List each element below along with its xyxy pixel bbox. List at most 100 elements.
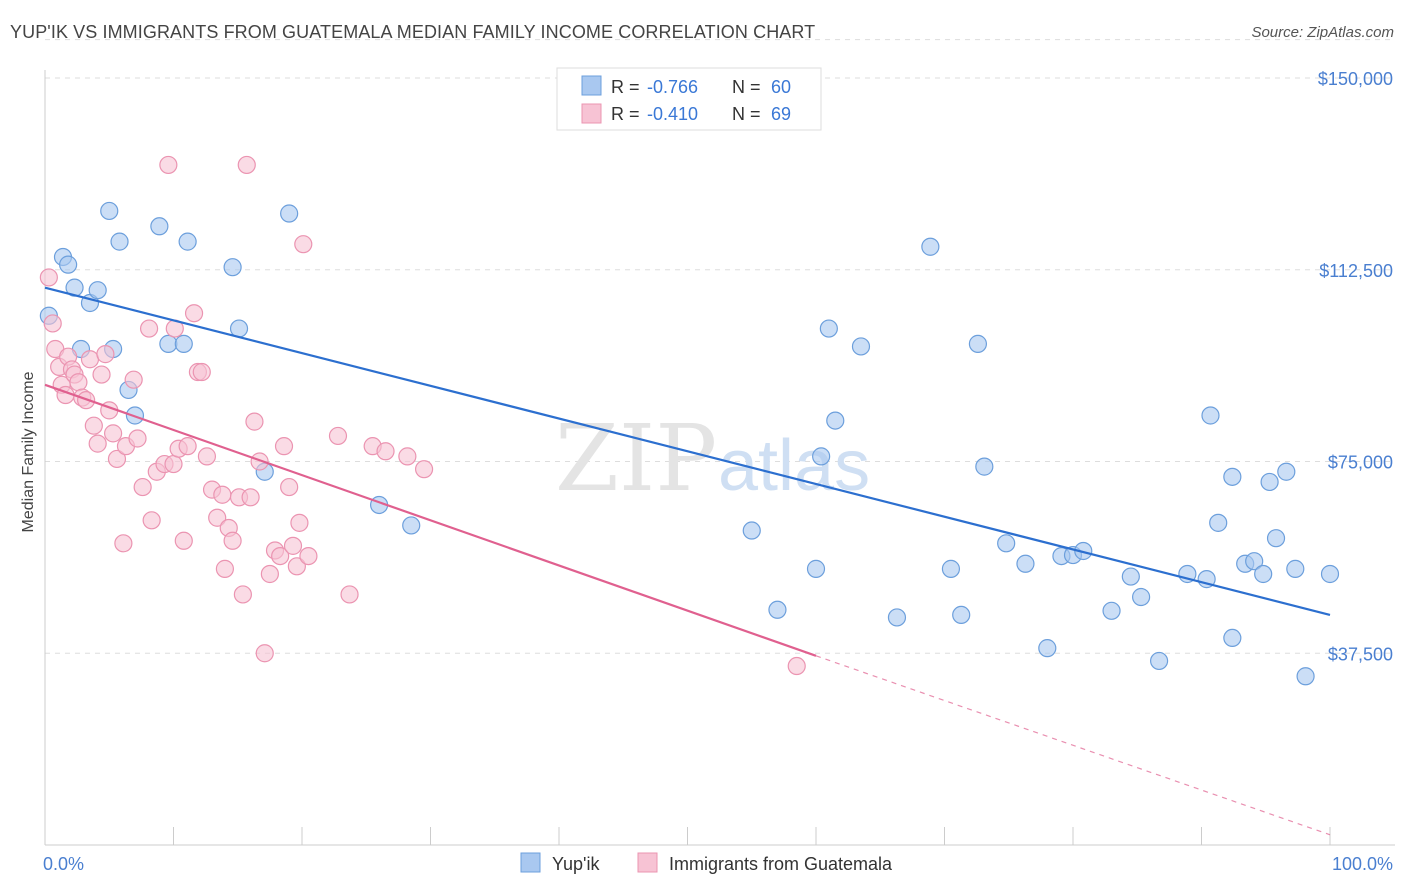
axis-layer <box>44 70 1395 846</box>
y-tick-label-2: $112,500 <box>1319 261 1393 281</box>
grid-layer <box>45 39 1395 654</box>
trendline-guatemala <box>44 383 817 657</box>
point-guatemala-61 <box>299 546 318 566</box>
chart-title: YUP'IK VS IMMIGRANTS FROM GUATEMALA MEDI… <box>10 22 816 42</box>
point-yupik-12 <box>150 217 169 236</box>
point-guatemala-19 <box>107 449 127 469</box>
point-guatemala-18 <box>104 424 123 443</box>
point-guatemala-26 <box>142 511 161 530</box>
point-guatemala-52 <box>260 564 279 584</box>
point-guatemala-66 <box>398 447 417 466</box>
legend-swatch-yupik <box>520 852 541 873</box>
point-guatemala-58 <box>287 557 306 576</box>
point-guatemala-68 <box>787 656 806 676</box>
point-yupik-26 <box>819 319 838 338</box>
point-yupik-13 <box>159 334 178 353</box>
point-yupik-52 <box>1245 552 1264 571</box>
point-yupik-27 <box>826 411 845 430</box>
point-yupik-2 <box>59 255 78 274</box>
y-tick-label-3: $150,000 <box>1318 69 1393 89</box>
series-legend: Yup'ik Immigrants from Guatemala <box>520 852 893 874</box>
stats-r-label-2: R = <box>611 104 640 124</box>
point-yupik-19 <box>280 204 299 223</box>
legend-label-guatemala: Immigrants from Guatemala <box>669 854 893 874</box>
point-guatemala-16 <box>96 345 115 364</box>
point-yupik-41 <box>1102 601 1121 620</box>
point-yupik-7 <box>100 201 119 221</box>
y-tick-labels: $37,500 $75,000 $112,500 $150,000 <box>1318 69 1393 664</box>
point-guatemala-48 <box>241 488 260 507</box>
y-tick-label-1: $75,000 <box>1328 453 1393 473</box>
legend-swatch-guatemala <box>637 852 658 873</box>
point-guatemala-15 <box>92 365 111 384</box>
point-guatemala-12 <box>80 350 100 369</box>
chart-source: Source: ZipAtlas.com <box>1251 24 1394 41</box>
trendline-guatemala-extension <box>815 655 1331 836</box>
point-yupik-57 <box>1286 559 1305 578</box>
x-tick-min: 0.0% <box>43 854 84 874</box>
point-yupik-47 <box>1201 406 1220 425</box>
stats-r-label-1: R = <box>611 77 640 97</box>
point-guatemala-51 <box>255 644 274 663</box>
point-yupik-9 <box>110 232 129 251</box>
point-yupik-55 <box>1266 529 1286 548</box>
trend-layer <box>44 286 1331 836</box>
point-guatemala-46 <box>233 585 252 604</box>
point-guatemala-50 <box>250 452 269 471</box>
point-yupik-59 <box>1320 564 1340 584</box>
point-yupik-21 <box>402 516 421 535</box>
point-yupik-54 <box>1260 472 1279 492</box>
y-axis-label: Median Family Income <box>20 371 37 532</box>
point-guatemala-1 <box>43 314 62 333</box>
point-guatemala-37 <box>192 362 211 382</box>
x-tick-max: 100.0% <box>1332 854 1393 874</box>
point-guatemala-0 <box>39 268 58 287</box>
point-guatemala-25 <box>139 319 159 338</box>
point-guatemala-41 <box>213 485 232 504</box>
point-guatemala-54 <box>271 546 290 566</box>
point-yupik-49 <box>1223 467 1242 486</box>
point-yupik-37 <box>1038 639 1057 658</box>
point-yupik-31 <box>941 559 961 578</box>
point-guatemala-62 <box>328 426 348 446</box>
point-yupik-25 <box>812 447 831 466</box>
watermark-zip: ZIP <box>555 405 717 512</box>
point-yupik-29 <box>887 608 907 627</box>
stats-n-value-2: 69 <box>771 104 791 124</box>
point-yupik-43 <box>1132 587 1151 607</box>
point-guatemala-55 <box>274 437 294 456</box>
stats-swatch-guatemala <box>581 103 602 124</box>
point-yupik-35 <box>997 534 1016 553</box>
point-guatemala-57 <box>283 536 303 555</box>
point-guatemala-14 <box>88 434 107 453</box>
point-yupik-6 <box>88 281 107 300</box>
stats-swatch-yupik <box>581 75 602 96</box>
point-guatemala-65 <box>376 442 395 461</box>
point-yupik-24 <box>806 559 826 578</box>
point-guatemala-20 <box>114 534 133 553</box>
point-guatemala-63 <box>340 585 359 604</box>
stats-r-value-2: -0.410 <box>647 104 698 124</box>
stats-n-label-1: N = <box>732 77 761 97</box>
point-yupik-22 <box>742 521 761 540</box>
point-yupik-36 <box>1016 554 1035 573</box>
y-tick-label-0: $37,500 <box>1328 644 1393 664</box>
stats-r-value-1: -0.766 <box>647 77 698 97</box>
point-yupik-32 <box>952 605 971 625</box>
point-guatemala-9 <box>69 373 88 392</box>
point-guatemala-47 <box>237 155 256 175</box>
point-yupik-48 <box>1209 513 1228 532</box>
point-guatemala-40 <box>208 508 227 527</box>
point-guatemala-33 <box>174 531 193 550</box>
point-yupik-42 <box>1121 567 1140 586</box>
point-yupik-58 <box>1296 667 1315 686</box>
point-guatemala-42 <box>215 559 234 578</box>
point-yupik-30 <box>921 237 940 256</box>
point-yupik-28 <box>851 337 871 356</box>
point-guatemala-22 <box>124 370 143 389</box>
point-guatemala-23 <box>128 429 147 448</box>
point-yupik-44 <box>1149 651 1169 671</box>
point-guatemala-56 <box>280 477 299 497</box>
point-guatemala-35 <box>184 304 204 323</box>
